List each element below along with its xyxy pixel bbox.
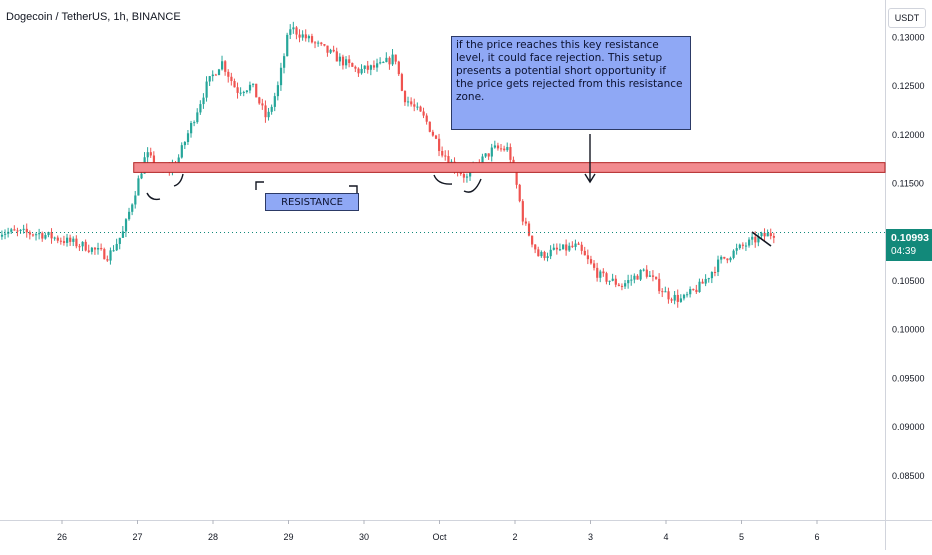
price-tick-label: 0.10500 xyxy=(892,276,925,286)
candle xyxy=(351,62,353,67)
time-tick-label: 6 xyxy=(814,532,819,542)
candle xyxy=(733,249,735,259)
time-tick-label: 4 xyxy=(663,532,668,542)
resistance-zone[interactable] xyxy=(134,163,885,173)
candle xyxy=(429,121,431,132)
annotation-note[interactable]: if the price reaches this key resistance… xyxy=(451,36,691,130)
candle xyxy=(522,199,524,225)
last-price-tag: 0.10993 04:39 xyxy=(886,229,932,261)
price-tick-label: 0.13000 xyxy=(892,33,925,43)
last-price-value: 0.10993 xyxy=(891,231,932,245)
candle xyxy=(218,69,220,75)
time-tick-label: Oct xyxy=(432,532,447,542)
time-tick-label: 26 xyxy=(57,532,67,542)
time-tick-label: 29 xyxy=(283,532,293,542)
price-tick-label: 0.08500 xyxy=(892,471,925,481)
candle-countdown: 04:39 xyxy=(891,245,932,258)
candle xyxy=(286,33,288,57)
resistance-label[interactable]: RESISTANCE xyxy=(265,193,359,211)
time-tick-label: 5 xyxy=(739,532,744,542)
price-tick-label: 0.12500 xyxy=(892,81,925,91)
candle xyxy=(640,269,642,281)
candle xyxy=(398,61,400,76)
candle xyxy=(401,73,403,91)
time-tick-label: 30 xyxy=(359,532,369,542)
time-tick-label: 28 xyxy=(208,532,218,542)
price-tick-label: 0.09000 xyxy=(892,422,925,432)
time-tick-label: 2 xyxy=(512,532,517,542)
price-tick-label: 0.09500 xyxy=(892,373,925,383)
candle xyxy=(137,175,139,195)
price-tick-label: 0.12000 xyxy=(892,130,925,140)
price-tick-label: 0.11500 xyxy=(892,179,924,189)
candle xyxy=(255,84,257,98)
time-tick-label: 3 xyxy=(588,532,593,542)
chart-title: Dogecoin / TetherUS, 1h, BINANCE xyxy=(6,11,181,23)
candle xyxy=(519,184,521,202)
currency-button[interactable]: USDT xyxy=(888,8,926,28)
candle xyxy=(562,244,564,250)
candle xyxy=(103,248,105,260)
time-tick-label: 27 xyxy=(132,532,142,542)
price-tick-label: 0.10000 xyxy=(892,325,925,335)
